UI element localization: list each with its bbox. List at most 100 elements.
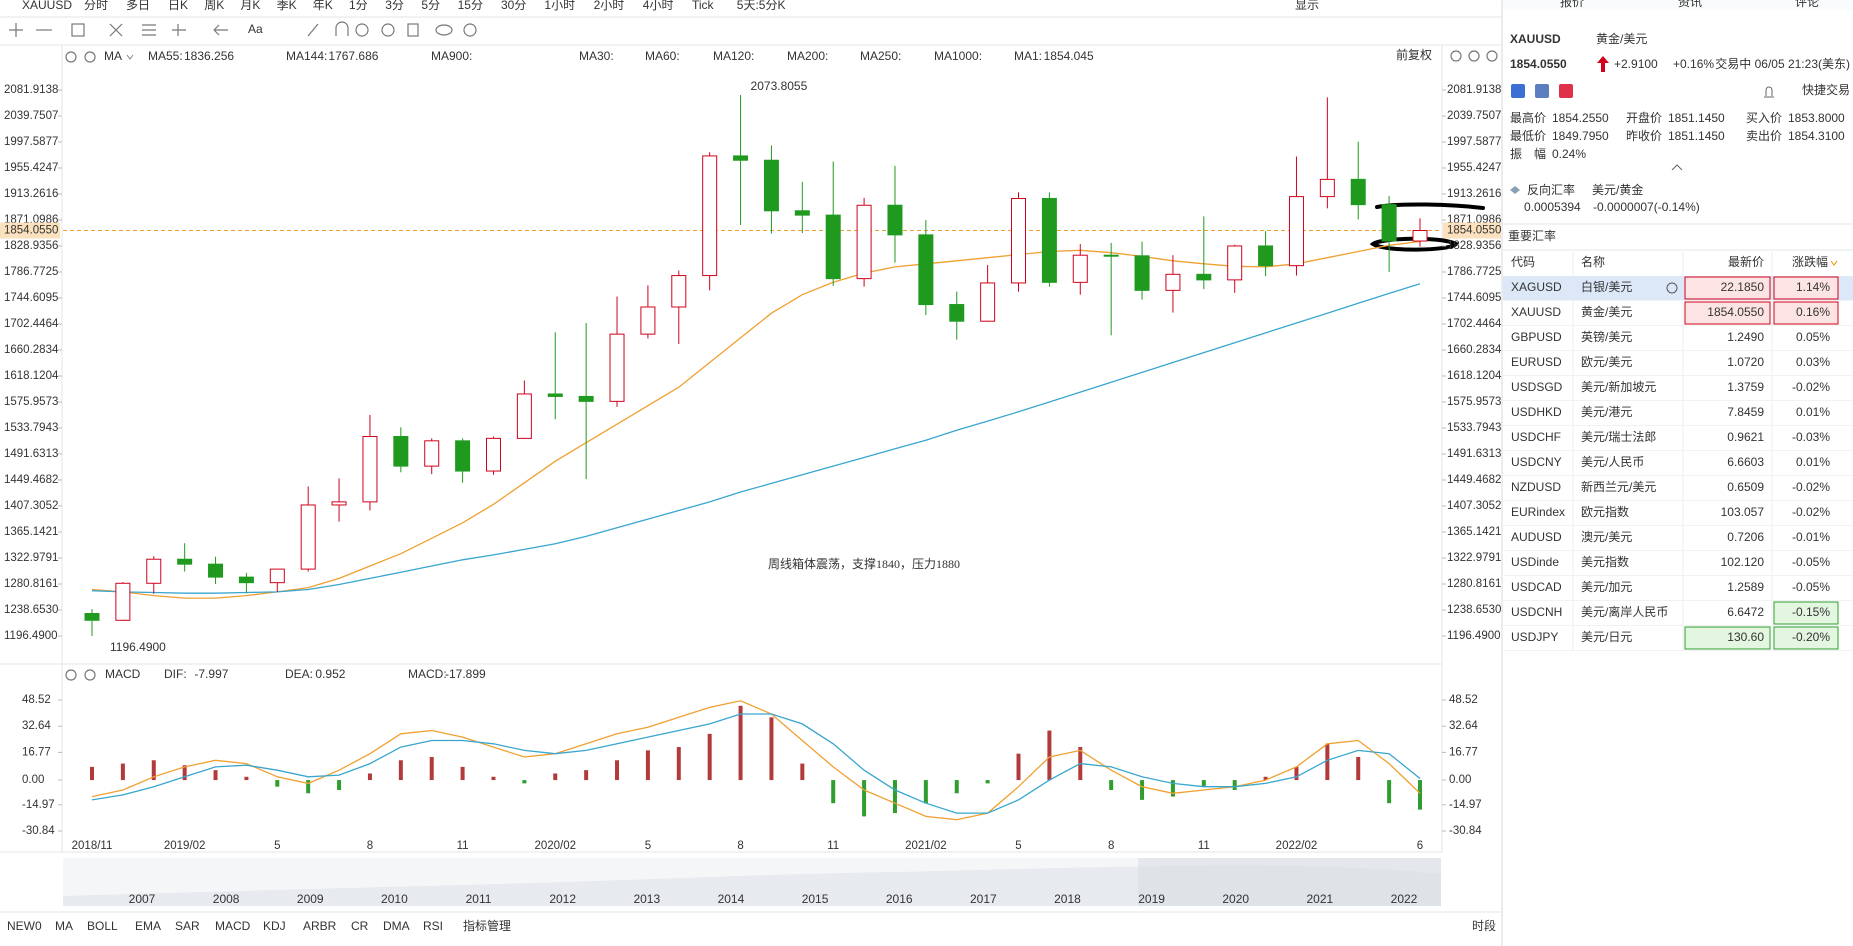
eye-icon[interactable] xyxy=(355,23,369,37)
period-tab[interactable]: 年K xyxy=(313,0,333,12)
indicator-tab[interactable]: BOLL xyxy=(87,919,118,933)
navigator-year: 2019 xyxy=(1138,892,1165,906)
y-tick-label: 1533.7943 xyxy=(1447,422,1501,434)
shape-icon[interactable] xyxy=(71,23,85,37)
indicator-manage[interactable]: 指标管理 xyxy=(463,918,511,933)
navigator-window[interactable] xyxy=(1138,858,1441,906)
period-tab[interactable]: 1分 xyxy=(349,0,368,12)
candle-body xyxy=(1319,178,1335,198)
period-tab[interactable]: 季K xyxy=(277,0,297,12)
crosshair-icon[interactable] xyxy=(9,23,23,37)
settings-icon[interactable] xyxy=(463,23,477,37)
text-tool[interactable]: Aa xyxy=(248,22,263,36)
hide-icon[interactable] xyxy=(84,669,96,681)
period-tab[interactable]: 日K xyxy=(168,0,188,12)
legend-label: MA200: xyxy=(787,49,828,63)
adjust-mode[interactable]: 前复权 xyxy=(1396,47,1432,62)
indicator-tab[interactable]: ARBR xyxy=(303,919,337,933)
indicator-name: MA xyxy=(104,49,122,63)
period-tab[interactable]: 5分 xyxy=(421,0,440,12)
y-tick-label: 0.00 xyxy=(22,774,44,786)
period-tab[interactable]: 5天:5分K xyxy=(737,0,786,12)
indicator-tab[interactable]: KDJ xyxy=(263,919,286,933)
macd-bar xyxy=(1325,743,1330,781)
pen-icon[interactable] xyxy=(307,23,319,37)
indicator-tab[interactable]: NEW0 xyxy=(7,919,42,933)
y-tick-label: 1280.8161 xyxy=(4,578,58,590)
period-tab[interactable]: 15分 xyxy=(458,0,483,12)
legend-value: 1767.686 xyxy=(328,49,378,63)
panel-tab[interactable]: 报价 xyxy=(1560,0,1584,9)
link-icon[interactable] xyxy=(435,24,453,36)
rate-name: 英镑/美元 xyxy=(1581,329,1632,344)
panel-tab[interactable]: 资讯 xyxy=(1678,0,1702,9)
period-tab[interactable]: 1小时 xyxy=(544,0,575,12)
stat-label: 昨收价 xyxy=(1626,129,1662,143)
icon[interactable] xyxy=(1559,84,1573,98)
legend-label: MACD: xyxy=(408,667,447,681)
legend-value: 1836.256 xyxy=(184,49,234,63)
y-tick-label: 2081.9138 xyxy=(4,84,58,96)
panel-tab[interactable]: 评论 xyxy=(1795,0,1819,9)
trash-icon[interactable] xyxy=(407,23,419,37)
settings-icon[interactable] xyxy=(65,51,77,63)
restore-icon[interactable] xyxy=(1468,50,1480,62)
icon[interactable] xyxy=(1535,84,1549,98)
period-tab[interactable]: 月K xyxy=(240,0,260,12)
rate-name: 欧元/美元 xyxy=(1581,355,1632,369)
quick-trade[interactable]: 快捷交易 xyxy=(1802,82,1850,97)
symbol-tab[interactable]: XAUUSD xyxy=(22,0,72,12)
candle-body xyxy=(1072,254,1088,283)
y-tick-label: 16.77 xyxy=(22,746,51,758)
lock-icon[interactable] xyxy=(381,23,395,37)
rate-name: 美元/瑞士法郎 xyxy=(1581,430,1656,444)
period-tab[interactable]: 4小时 xyxy=(643,0,674,12)
indicator-tab[interactable]: MACD xyxy=(215,919,251,933)
session-button[interactable]: 时段 xyxy=(1472,918,1496,933)
legend-label: MA250: xyxy=(860,49,901,63)
arrow-icon[interactable] xyxy=(213,24,228,36)
candle-body xyxy=(794,210,810,216)
hide-icon[interactable] xyxy=(84,51,96,63)
rate-change: 0.01% xyxy=(1796,405,1830,419)
indicator-tab[interactable]: DMA xyxy=(383,919,410,933)
period-tab[interactable]: Tick xyxy=(692,0,715,12)
macd-bar xyxy=(985,780,990,784)
period-tab[interactable]: 多日 xyxy=(126,0,150,12)
collapse-icon[interactable] xyxy=(1671,164,1683,171)
period-tab[interactable]: 周K xyxy=(204,0,224,12)
reset-icon[interactable] xyxy=(1450,50,1462,62)
rate-name: 美元/加元 xyxy=(1581,580,1632,594)
dropdown-caret xyxy=(126,54,134,60)
period-tab[interactable]: 分时 xyxy=(84,0,108,12)
indicator-tab[interactable]: MA xyxy=(55,919,73,933)
rate-code: USDSGD xyxy=(1511,380,1563,394)
magnet-icon[interactable] xyxy=(335,21,349,36)
close-icon[interactable] xyxy=(1486,50,1498,62)
settings-icon[interactable] xyxy=(65,669,77,681)
y-tick-label: 1449.4682 xyxy=(4,474,58,486)
period-tab[interactable]: 30分 xyxy=(501,0,526,12)
y-tick-label: 1575.9573 xyxy=(4,396,58,408)
candle-body xyxy=(485,437,501,472)
fib-icon[interactable] xyxy=(109,23,123,37)
indicator-tab[interactable]: RSI xyxy=(423,919,443,933)
macd-bar xyxy=(522,780,527,784)
indicator-tab[interactable]: EMA xyxy=(135,919,161,933)
rate-change: -0.02% xyxy=(1792,505,1830,519)
bell-icon[interactable] xyxy=(1764,86,1774,98)
indicator-tab[interactable]: CR xyxy=(351,919,369,933)
period-tab[interactable]: 2小时 xyxy=(594,0,625,12)
channel-icon[interactable] xyxy=(142,24,156,36)
display-menu[interactable]: 显示 xyxy=(1295,0,1319,12)
macd-bar xyxy=(244,776,249,781)
legend-label: MA120: xyxy=(713,49,754,63)
stat-label: 买入价 xyxy=(1746,111,1782,125)
indicator-tab[interactable]: SAR xyxy=(175,919,200,933)
y-tick-label: 2039.7507 xyxy=(4,110,58,122)
icon[interactable] xyxy=(1511,84,1525,98)
measure-icon[interactable] xyxy=(172,24,186,36)
period-tab[interactable]: 3分 xyxy=(385,0,404,12)
rate-code: AUDUSD xyxy=(1511,530,1562,544)
macd-bar xyxy=(213,770,218,781)
